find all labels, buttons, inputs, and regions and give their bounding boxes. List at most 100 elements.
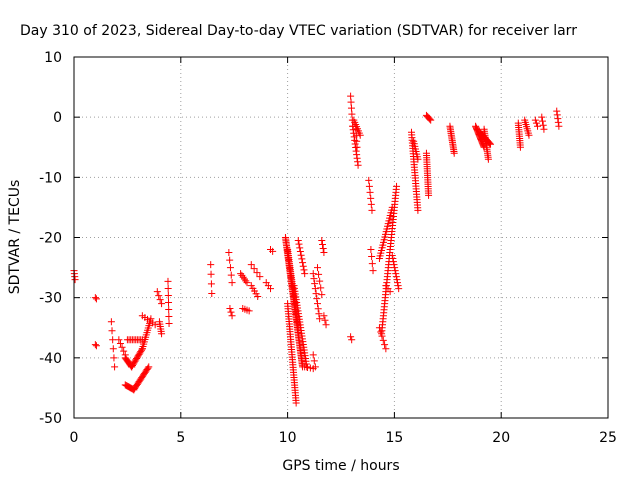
x-tick-label: 0 <box>70 430 79 446</box>
data-point <box>115 336 123 344</box>
data-point <box>311 363 319 371</box>
data-point <box>239 273 247 281</box>
data-point <box>348 336 356 344</box>
y-tick-label: -30 <box>39 291 62 307</box>
data-point <box>297 251 305 259</box>
data-point <box>208 289 216 297</box>
data-point <box>226 256 234 264</box>
data-point <box>164 291 172 299</box>
data-point <box>388 252 396 260</box>
data-point <box>318 237 326 245</box>
chart-title: Day 310 of 2023, Sidereal Day-to-day VTE… <box>20 23 577 39</box>
data-point <box>296 244 304 252</box>
data-point <box>226 304 234 312</box>
data-point <box>92 342 100 350</box>
data-point <box>366 188 374 196</box>
data-point <box>516 143 524 151</box>
data-point <box>225 249 233 257</box>
data-point <box>120 347 128 355</box>
data-point <box>538 117 546 125</box>
data-point <box>269 247 277 255</box>
data-point <box>348 110 356 118</box>
data-point <box>158 300 166 308</box>
data-point <box>250 265 258 273</box>
data-point <box>531 116 539 124</box>
data-point <box>310 357 318 365</box>
y-tick-label: 10 <box>44 50 62 66</box>
axis-ticks: 0 5 10 15 20 25 -50 -40 -30 -20 -10 0 10 <box>39 50 617 446</box>
data-point <box>71 276 79 284</box>
data-point <box>207 270 215 278</box>
data-point <box>320 249 328 257</box>
data-point <box>377 328 385 336</box>
data-point <box>151 321 159 329</box>
data-point <box>316 315 324 323</box>
data-point <box>367 200 375 208</box>
x-tick-label: 10 <box>279 430 297 446</box>
data-point <box>165 313 173 321</box>
data-point <box>118 343 126 351</box>
data-point <box>165 298 173 306</box>
data-point <box>227 308 235 316</box>
data-point <box>304 363 312 371</box>
data-point <box>352 125 360 133</box>
data-point <box>540 125 548 133</box>
data-point <box>299 262 307 270</box>
data-point <box>365 182 373 190</box>
data-point <box>158 330 166 338</box>
data-point <box>390 261 398 269</box>
data-point <box>554 115 562 123</box>
data-point <box>315 310 323 318</box>
data-point <box>164 277 172 285</box>
data-point <box>314 300 322 308</box>
x-tick-label: 15 <box>385 430 403 446</box>
data-point <box>450 149 458 157</box>
data-point <box>254 292 262 300</box>
data-point <box>110 354 118 362</box>
data-point <box>553 107 561 115</box>
data-point <box>393 276 401 284</box>
y-axis-title: SDTVAR / TECUs <box>7 180 23 295</box>
data-point <box>227 271 235 279</box>
data-point <box>555 122 563 130</box>
data-point <box>389 255 397 263</box>
data-point <box>347 98 355 106</box>
x-axis-title: GPS time / hours <box>282 458 399 474</box>
data-point <box>155 292 163 300</box>
data-point <box>425 191 433 199</box>
data-point <box>314 305 322 313</box>
data-point <box>414 155 422 163</box>
data-point <box>320 312 328 320</box>
x-tick-label: 5 <box>176 430 185 446</box>
data-point <box>153 288 161 296</box>
data-point <box>354 161 362 169</box>
data-point <box>554 118 562 126</box>
data-point <box>309 351 317 359</box>
data-point <box>389 258 397 266</box>
y-tick-label: -20 <box>39 231 62 247</box>
data-point <box>164 284 172 292</box>
data-point <box>165 305 173 313</box>
data-point <box>321 316 329 324</box>
data-point <box>253 269 261 277</box>
data-point <box>145 363 153 371</box>
data-point <box>238 271 246 279</box>
data-point <box>228 312 236 320</box>
y-tick-label: -40 <box>39 351 62 367</box>
data-point <box>91 294 99 302</box>
data-point <box>242 277 250 285</box>
x-tick-label: 25 <box>599 430 617 446</box>
data-point <box>347 104 355 112</box>
data-point <box>247 261 255 269</box>
data-point <box>322 321 330 329</box>
data-point <box>228 279 236 287</box>
data-point <box>237 270 245 278</box>
x-tick-label: 20 <box>492 430 510 446</box>
data-point <box>296 248 304 256</box>
data-point <box>207 261 215 269</box>
data-point <box>301 363 309 371</box>
y-tick-label: 0 <box>53 110 62 126</box>
data-point <box>91 341 99 349</box>
data-point <box>245 307 253 315</box>
grid-layer <box>74 57 608 418</box>
